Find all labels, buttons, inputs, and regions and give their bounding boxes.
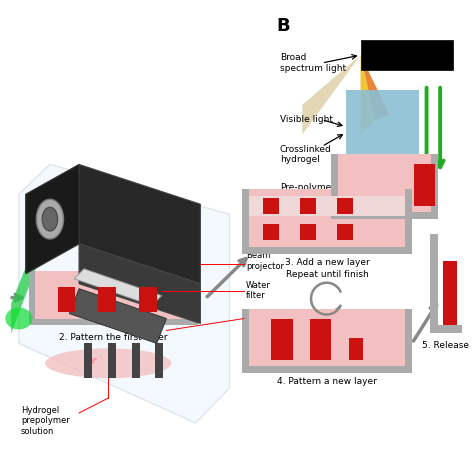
Polygon shape [69, 289, 166, 343]
Bar [84, 343, 91, 378]
Bar [337, 198, 353, 214]
Text: 5. Release: 5. Release [422, 341, 469, 350]
Polygon shape [74, 269, 162, 306]
Ellipse shape [5, 308, 32, 329]
Bar [249, 196, 405, 216]
Bar [242, 189, 249, 254]
Bar [264, 198, 279, 214]
Bar [349, 338, 364, 360]
Text: Syringe
pump: Syringe pump [246, 309, 278, 328]
Bar [361, 40, 453, 70]
Polygon shape [79, 244, 201, 323]
Polygon shape [361, 55, 375, 135]
Text: Broad
spectrum light: Broad spectrum light [280, 54, 346, 73]
Bar [331, 212, 438, 219]
Text: Repeat until finish: Repeat until finish [286, 270, 368, 279]
Bar [405, 189, 412, 254]
Bar [310, 319, 331, 360]
Bar [430, 234, 438, 333]
Text: 3. Add a new layer: 3. Add a new layer [285, 258, 369, 267]
Bar [346, 90, 419, 155]
Polygon shape [19, 164, 229, 423]
Bar [337, 224, 353, 240]
Bar [301, 198, 316, 214]
Bar [191, 271, 199, 326]
Text: Pre-polymer
solution: Pre-polymer solution [280, 182, 335, 202]
Bar [28, 271, 36, 326]
Polygon shape [302, 55, 361, 135]
Bar [271, 319, 292, 360]
Bar [58, 287, 75, 311]
Ellipse shape [36, 199, 64, 239]
Bar [108, 343, 116, 378]
Bar [155, 343, 163, 378]
Bar [139, 287, 157, 311]
Bar [36, 271, 191, 319]
Text: Hydrogel
prepolymer
solution: Hydrogel prepolymer solution [21, 406, 70, 436]
Polygon shape [361, 55, 390, 120]
Bar [430, 326, 462, 333]
Ellipse shape [45, 348, 171, 378]
Bar [405, 309, 412, 373]
Bar [249, 189, 405, 247]
Text: 2. Pattern the first layer: 2. Pattern the first layer [59, 333, 168, 342]
Text: Crosslinked
hydrogel: Crosslinked hydrogel [280, 145, 332, 164]
Bar [242, 247, 412, 254]
Bar [414, 164, 435, 206]
Bar [99, 287, 116, 311]
Bar [264, 224, 279, 240]
Bar [28, 319, 199, 326]
Bar [242, 309, 249, 373]
Polygon shape [11, 214, 53, 333]
Bar [431, 155, 438, 219]
Text: Water
filter: Water filter [246, 281, 271, 301]
Bar [242, 366, 412, 373]
Ellipse shape [42, 207, 58, 231]
Polygon shape [26, 164, 79, 274]
Text: Visible light: Visible light [280, 115, 333, 124]
Text: Beam
projector: Beam projector [246, 251, 284, 271]
Bar [462, 261, 474, 326]
Bar [443, 261, 456, 326]
Bar [331, 155, 338, 219]
Text: B: B [276, 17, 290, 35]
Bar [338, 155, 431, 212]
Polygon shape [79, 164, 201, 284]
Bar [132, 343, 140, 378]
Bar [301, 224, 316, 240]
Bar [249, 309, 405, 366]
Text: 4. Pattern a new layer: 4. Pattern a new layer [277, 377, 377, 386]
